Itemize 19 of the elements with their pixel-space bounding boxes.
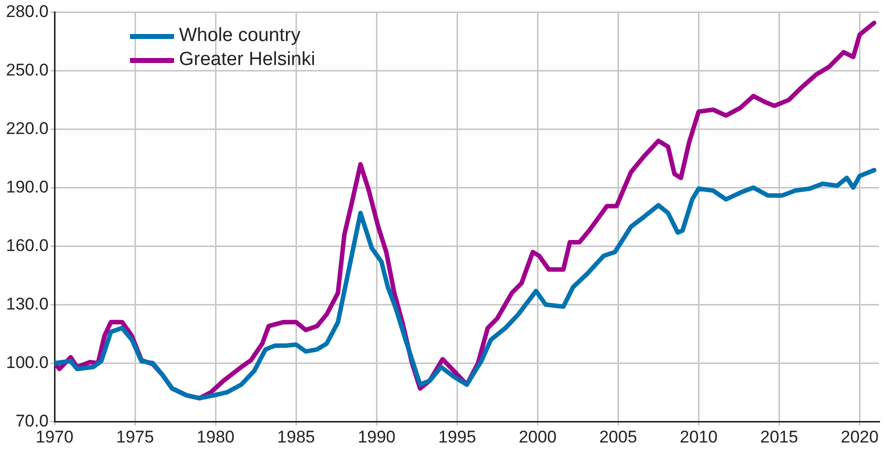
- x-tick-label: 2015: [760, 427, 798, 446]
- x-tick-label: 2005: [599, 427, 638, 446]
- x-tick-label: 2000: [518, 427, 557, 446]
- x-tick-label: 1985: [277, 427, 315, 446]
- y-tick-label: 100.0: [6, 352, 49, 372]
- x-tick-label: 1990: [358, 427, 396, 446]
- x-tick-label: 2010: [680, 427, 718, 446]
- y-tick-label: 280.0: [6, 2, 49, 21]
- y-tick-label: 160.0: [6, 236, 49, 255]
- y-tick-label: 130.0: [6, 294, 49, 314]
- x-tick-label: 1980: [196, 427, 234, 446]
- legend-label: Whole country: [179, 24, 300, 48]
- y-tick-label: 190.0: [6, 177, 49, 196]
- x-tick-label: 1995: [438, 427, 476, 446]
- y-tick-label: 220.0: [6, 118, 49, 138]
- legend-label: Greater Helsinki: [179, 48, 316, 72]
- x-tick-label: 1975: [116, 427, 154, 446]
- x-tick-label: 2020: [840, 427, 879, 446]
- y-tick-label: 250.0: [6, 60, 49, 80]
